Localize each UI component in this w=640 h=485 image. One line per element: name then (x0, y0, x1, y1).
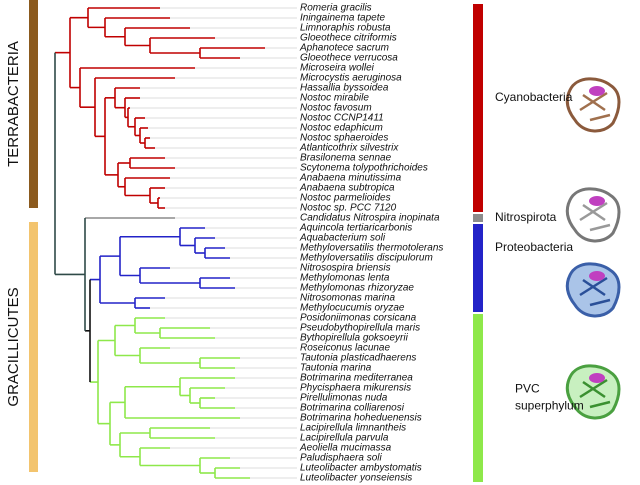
taxon-label: Posidoniimonas corsicana (300, 313, 417, 324)
taxon-label: Methyloversatilis discipulorum (300, 253, 433, 264)
taxon-label: Nitrosospira briensis (300, 263, 391, 274)
taxon-label: Botrimarina hoheduenensis (300, 413, 422, 424)
group-label: superphylum (515, 399, 584, 413)
taxon-label: Iningainema tapete (300, 13, 386, 24)
taxon-label: Botrimarina mediterranea (300, 373, 413, 384)
taxon-label: Anabaena minutissima (299, 173, 402, 184)
taxon-label: Luteolibacter ambystomatis (300, 463, 422, 474)
taxon-label: Hassallia byssoidea (300, 83, 389, 94)
tree (54, 7, 265, 479)
taxon-label: Brasilonema sennae (300, 153, 392, 164)
taxon-label: Nostoc parmelioides (300, 193, 391, 204)
group-label: Proteobacteria (495, 240, 573, 254)
taxon-label: Nostoc CCNP1411 (300, 113, 384, 124)
taxon-label: Paludisphaera soli (300, 453, 382, 464)
side-bar (29, 222, 38, 472)
taxon-label: Nostoc edaphicum (300, 123, 383, 134)
protein-icon (565, 77, 621, 133)
side-label: GRACILLICUTES (5, 287, 22, 406)
taxon-label: Bythopirellula goksoeyrii (300, 333, 409, 344)
taxon-label: Gloeothece citriformis (300, 33, 397, 44)
taxon-label: Pseudobythopirellula maris (300, 323, 420, 334)
taxon-label: Methylocucumis oryzae (300, 303, 405, 314)
group-bar (473, 214, 483, 222)
group-bar (473, 314, 483, 482)
taxon-label: Aquabacterium soli (299, 233, 386, 244)
taxon-label: Aphanotece sacrum (299, 43, 389, 54)
taxon-label: Scytonema tolypothrichoides (300, 163, 428, 174)
taxon-label: Nitrosomonas marina (300, 293, 395, 304)
taxon-label: Nostoc sp. PCC 7120 (300, 203, 397, 214)
taxon-label: Aeoliella mucimassa (299, 443, 392, 454)
side-label: TERRABACTERIA (5, 41, 22, 167)
taxon-label: Gloeothece verrucosa (300, 53, 398, 64)
taxon-label: Lacipirellula parvula (300, 433, 389, 444)
taxon-label: Nostoc mirabile (300, 93, 369, 104)
protein-icon (565, 364, 621, 420)
taxon-label: Aquincola tertiaricarbonis (299, 223, 412, 234)
side-bar (29, 0, 38, 208)
taxon-label: Nostoc sphaeroides (300, 133, 388, 144)
taxon-label: Atlanticothrix silvestrix (299, 143, 399, 154)
taxon-label: Tautonia marina (300, 363, 372, 374)
taxon-label: Nostoc favosum (300, 103, 372, 114)
taxon-label: Methylomonas lenta (300, 273, 390, 284)
taxon-label: Candidatus Nitrospira inopinata (300, 213, 440, 224)
group-label: PVC (515, 382, 540, 396)
group-label: Nitrospirota (495, 210, 557, 224)
taxon-label: Roseiconus lacunae (300, 343, 390, 354)
taxon-label: Microseira wollei (300, 63, 375, 74)
group-bar (473, 224, 483, 312)
taxon-label: Romeria gracilis (300, 3, 372, 14)
taxon-label: Phycisphaera mikurensis (300, 383, 411, 394)
taxon-label: Luteolibacter yonseiensis (300, 473, 412, 484)
taxon-label: Anabaena subtropica (299, 183, 395, 194)
taxon-label: Methyloversatilis thermotolerans (300, 243, 443, 254)
taxon-label: Botrimarina colliarenosi (300, 403, 405, 414)
taxon-label: Tautonia plasticadhaerens (300, 353, 416, 364)
group-bar (473, 4, 483, 212)
protein-icons (565, 77, 621, 420)
taxon-label: Lacipirellula limnantheis (300, 423, 406, 434)
taxon-label: Methylomonas rhizoryzae (300, 283, 414, 294)
protein-icon (565, 262, 621, 318)
protein-icon (565, 187, 621, 243)
taxon-label: Pirellulimonas nuda (300, 393, 388, 404)
group-label: Cyanobacteria (495, 90, 573, 104)
taxon-label: Microcystis aeruginosa (300, 73, 402, 84)
taxon-label: Limnoraphis robusta (300, 23, 391, 34)
